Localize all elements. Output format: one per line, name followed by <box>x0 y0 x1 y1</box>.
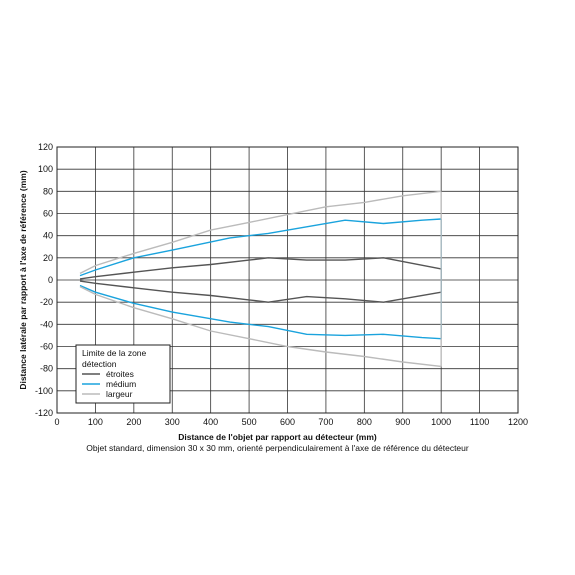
x-tick-label: 1000 <box>431 417 451 427</box>
series-line-lower-1 <box>79 284 442 340</box>
x-tick-label: 500 <box>242 417 257 427</box>
y-tick-label: -120 <box>35 408 53 418</box>
plot-frame <box>56 146 519 414</box>
x-tick-label: 0 <box>54 417 59 427</box>
x-tick-label: 600 <box>280 417 295 427</box>
series-line-upper-1 <box>79 218 442 277</box>
y-tick-label: 20 <box>43 253 53 263</box>
x-tick-label: 300 <box>165 417 180 427</box>
x-tick-label: 900 <box>395 417 410 427</box>
y-tick-label: 120 <box>38 142 53 152</box>
y-tick-label: 80 <box>43 186 53 196</box>
series-lines <box>79 190 442 368</box>
legend-title-line1: Limite de la zone <box>82 348 147 358</box>
x-tick-labels: 0 100 200 300 400 500 600 700 800 900 1000 1100 1200 <box>54 417 528 427</box>
legend-label-2: largeur <box>106 389 133 399</box>
chart-caption: Objet standard, dimension 30 x 30 mm, or… <box>86 443 469 453</box>
series-line-lower-2 <box>79 285 442 368</box>
legend-title-line2: détection <box>82 359 117 369</box>
x-tick-label: 800 <box>357 417 372 427</box>
x-tick-label: 1200 <box>508 417 528 427</box>
y-tick-label: -80 <box>40 364 53 374</box>
x-tick-label: 700 <box>318 417 333 427</box>
y-tick-label: -20 <box>40 297 53 307</box>
x-tick-label: 400 <box>203 417 218 427</box>
series-line-lower-0 <box>79 280 442 303</box>
y-tick-label: 0 <box>48 275 53 285</box>
y-tick-labels: -120 -100 -80 -60 -40 -20 0 20 40 60 80 100 120 <box>35 142 53 418</box>
legend-label-0: étroites <box>106 369 134 379</box>
y-tick-label: -60 <box>40 342 53 352</box>
y-tick-label: -40 <box>40 319 53 329</box>
y-tick-label: -100 <box>35 386 53 396</box>
legend: Limite de la zone détection étroitesmédi… <box>75 344 171 404</box>
x-axis-label: Distance de l'objet par rapport au détec… <box>178 432 377 442</box>
y-tick-label: 100 <box>38 164 53 174</box>
series-line-upper-2 <box>79 190 442 275</box>
y-tick-label: 40 <box>43 231 53 241</box>
legend-label-1: médium <box>106 379 136 389</box>
x-tick-label: 100 <box>88 417 103 427</box>
x-tick-label: 200 <box>126 417 141 427</box>
series-line-upper-0 <box>79 257 442 280</box>
y-axis-label: Distance latérale par rapport à l'axe de… <box>18 170 28 390</box>
x-tick-label: 1100 <box>470 417 489 427</box>
y-tick-label: 60 <box>43 209 53 219</box>
